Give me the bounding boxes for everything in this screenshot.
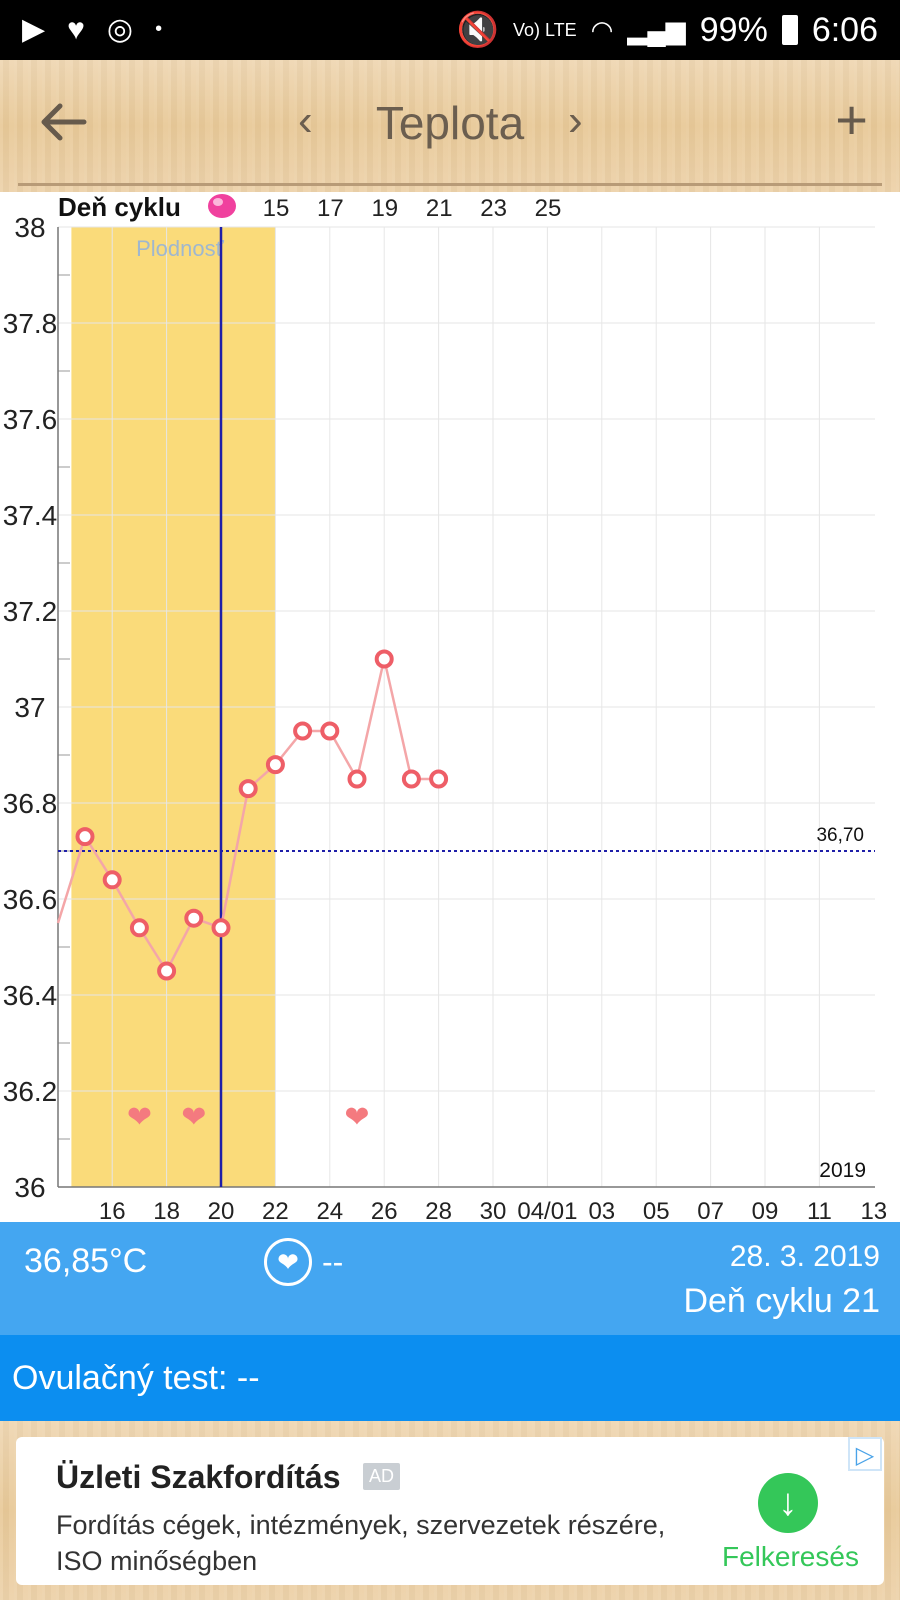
x-tick-label: 18: [153, 1198, 180, 1222]
data-point[interactable]: [265, 755, 285, 775]
data-point[interactable]: [401, 769, 421, 789]
heart-icon[interactable]: ❤: [344, 1100, 369, 1135]
fertile-label: Plodnosť: [136, 236, 225, 261]
heart-value: --: [322, 1244, 344, 1280]
x-tick-label: 09: [752, 1198, 779, 1222]
y-tick-label: 38: [14, 212, 45, 243]
heart-icon[interactable]: ❤: [127, 1100, 152, 1135]
x-tick-label: 20: [208, 1198, 235, 1222]
app-bar: Teplota ‹ › +: [0, 60, 900, 192]
y-tick-label: 36.2: [3, 1076, 58, 1107]
arrow-left-icon[interactable]: [36, 94, 92, 150]
data-point[interactable]: [157, 961, 177, 981]
x-tick-label: 03: [588, 1198, 615, 1222]
y-tick-label: 36: [14, 1172, 45, 1203]
top-tick-label: 17: [317, 195, 344, 222]
year-label: 2019: [819, 1159, 866, 1182]
x-tick-label: 07: [697, 1198, 724, 1222]
top-tick-label: 19: [371, 195, 398, 222]
ovulation-test-label: Ovulačný test: --: [12, 1359, 260, 1397]
heart-icon[interactable]: ❤: [181, 1100, 206, 1135]
chart-svg[interactable]: 36 36.2 36.4 36.6 36.8 37 37.2 37.4 37.6 37.8 38 16…: [0, 192, 900, 1225]
x-tick-label: 26: [371, 1198, 398, 1222]
ad-title[interactable]: Üzleti Szakfordítás: [56, 1459, 341, 1495]
y-tick-label: 37: [14, 692, 45, 723]
top-tick-label: 23: [480, 195, 507, 222]
y-tick-label: 36.6: [3, 884, 58, 915]
adchoices-icon[interactable]: ▷: [848, 1437, 882, 1471]
add-button[interactable]: +: [835, 88, 868, 151]
y-tick-label: 37.6: [3, 404, 58, 435]
y-tick-label: 37.2: [3, 596, 58, 627]
data-point[interactable]: [184, 908, 204, 928]
top-tick-label: 15: [263, 195, 290, 222]
data-point[interactable]: [429, 769, 449, 789]
top-tick-label: 21: [426, 195, 453, 222]
status-bar: ▶ ♥ ◎ • 🔇 Vo) LTE ◠ ▂▄▆ 99% 6:06: [0, 0, 900, 60]
y-tick-label: 36.4: [3, 980, 58, 1011]
ad-badge: AD: [363, 1463, 401, 1490]
ad-cta-button[interactable]: Felkeresés: [722, 1541, 859, 1572]
network-label: Vo) LTE: [512, 19, 577, 40]
prev-chevron-icon[interactable]: ‹: [298, 96, 313, 145]
dot-icon: •: [155, 18, 163, 40]
top-tick-label: 25: [535, 195, 562, 222]
arrow-down-icon[interactable]: ↓: [758, 1473, 818, 1533]
y-tick-label: 36.8: [3, 788, 58, 819]
temperature-chart[interactable]: 36 36.2 36.4 36.6 36.8 37 37.2 37.4 37.6 37.8 38 16…: [0, 192, 900, 1225]
y-tick-label: 37.4: [3, 500, 58, 531]
ad-card[interactable]: Üzleti Szakfordítás AD Fordítás cégek, i…: [16, 1437, 884, 1585]
top-axis-label: Deň cyklu: [58, 192, 181, 222]
signal-icon: ▂▄▆: [627, 14, 686, 45]
data-point[interactable]: [347, 769, 367, 789]
y-tick-label: 37.8: [3, 308, 58, 339]
data-point[interactable]: [129, 918, 149, 938]
battery-icon: [781, 15, 798, 45]
data-point[interactable]: [211, 918, 231, 938]
clock-time: 6:06: [811, 10, 878, 49]
battery-percent: 99%: [699, 10, 768, 49]
date-label: 28. 3. 2019: [729, 1240, 880, 1273]
coverline-label: 36,70: [816, 825, 864, 846]
divider: [18, 183, 882, 186]
wifi-icon: ◠: [590, 14, 614, 45]
x-tick-label: 05: [643, 1198, 670, 1222]
x-tick-label: 16: [99, 1198, 126, 1222]
x-tick-label: 22: [262, 1198, 289, 1222]
mute-icon: 🔇: [456, 11, 499, 49]
next-chevron-icon[interactable]: ›: [568, 96, 583, 145]
data-point[interactable]: [320, 721, 340, 741]
data-point[interactable]: [75, 827, 95, 847]
clock-circle-icon: ◎: [106, 13, 134, 46]
x-tick-label: 30: [480, 1198, 507, 1222]
temperature-value: 36,85°C: [24, 1242, 148, 1280]
data-point[interactable]: [293, 721, 313, 741]
x-tick-label: 24: [316, 1198, 343, 1222]
page-title: Teplota: [375, 97, 525, 149]
data-point[interactable]: [102, 870, 122, 890]
pink-dot-icon: [208, 194, 236, 218]
heart-icon: ♥: [67, 12, 85, 46]
ovulation-test-bar[interactable]: Ovulačný test: --: [0, 1335, 900, 1421]
x-tick-label: 28: [425, 1198, 452, 1222]
heart-circle-icon[interactable]: ❤: [264, 1238, 312, 1286]
ad-description: Fordítás cégek, intézmények, szervezetek…: [56, 1510, 666, 1576]
x-tick-label: 04/01: [517, 1198, 577, 1222]
data-point[interactable]: [374, 649, 394, 669]
cycle-day-label: Deň cyklu 21: [683, 1282, 880, 1320]
x-tick-label: 13: [860, 1198, 887, 1222]
pink-dot-highlight: [213, 198, 223, 206]
data-point[interactable]: [238, 779, 258, 799]
ad-banner: Üzleti Szakfordítás AD Fordítás cégek, i…: [0, 1421, 900, 1600]
x-tick-label: 11: [807, 1198, 832, 1222]
play-check-icon: ▶: [22, 13, 46, 46]
info-bar: 36,85°C ❤ -- 28. 3. 2019 Deň cyklu 21: [0, 1222, 900, 1335]
